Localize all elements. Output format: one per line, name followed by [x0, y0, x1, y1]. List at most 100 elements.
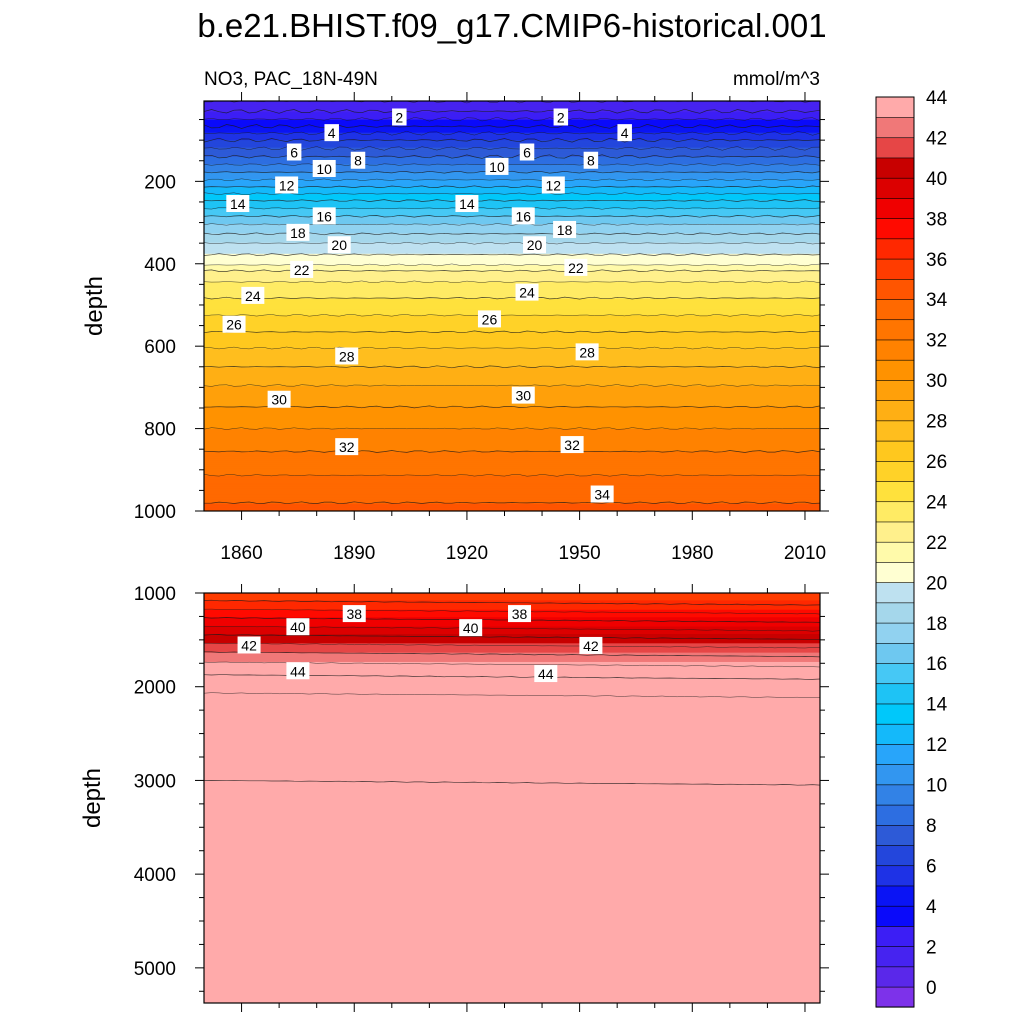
contour-fill-band — [204, 982, 820, 985]
contour-fill-band — [204, 824, 820, 827]
contour-fill-band — [204, 259, 820, 262]
contour-label-bg — [553, 220, 577, 238]
contour-fill-band — [204, 661, 820, 665]
contour-fill-band — [204, 963, 820, 967]
contour-fill-band — [204, 279, 820, 283]
contour-line — [204, 137, 820, 143]
contour-label: 24 — [241, 286, 265, 304]
contour-fill-band — [204, 333, 820, 337]
contour-fill-band — [204, 695, 820, 698]
colorbar-swatch — [875, 137, 915, 159]
contour-label: 6 — [286, 143, 302, 161]
colorbar-swatch — [875, 622, 915, 644]
contour-fill-band — [204, 453, 820, 456]
contour-fill-band — [204, 811, 820, 814]
contour-fill-band — [204, 430, 820, 434]
colorbar-swatch — [875, 379, 915, 401]
contour-fill-band — [204, 294, 820, 298]
contour-fill-band — [204, 162, 820, 165]
contour-fill-band — [204, 593, 820, 596]
contour-label-text: 34 — [594, 487, 610, 503]
contour-fill-band — [204, 151, 820, 154]
contour-label: 26 — [477, 310, 501, 328]
contour-fill-band — [204, 164, 820, 167]
contour-label-text: 38 — [512, 606, 528, 622]
colorbar-frame — [875, 96, 915, 1008]
contour-line — [204, 642, 820, 649]
y-tick-label: 600 — [144, 337, 176, 358]
contour-fill-band — [204, 464, 820, 467]
colorbar-swatch — [875, 298, 915, 321]
contour-line — [204, 501, 820, 505]
colorbar-tick-label: 4 — [926, 897, 937, 918]
contour-label: 28 — [335, 347, 359, 365]
colorbar-swatch — [875, 480, 915, 503]
contour-fill-band — [204, 358, 820, 361]
contour-fill-band — [204, 943, 820, 946]
contour-fill-band — [204, 730, 820, 734]
contour-fill-band — [204, 415, 820, 419]
contour-fill-band — [204, 999, 820, 1002]
contour-fill-band — [204, 402, 820, 406]
contour-fill-band — [204, 188, 820, 192]
lower-panel: 38 38 40 40 42 42 44 44 1000 2000 3000 4000 5000 de… — [79, 584, 829, 1012]
contour-fill-band — [204, 470, 820, 473]
contour-fill-band — [204, 652, 820, 656]
contour-label: 6 — [519, 143, 535, 161]
contour-fill-band — [204, 322, 820, 326]
contour-fill-band — [204, 967, 820, 971]
contour-fill-band — [204, 112, 820, 115]
contour-fill-band — [204, 602, 820, 605]
contour-fill-band — [204, 235, 820, 238]
contour-label: 32 — [560, 436, 584, 454]
contour-line — [204, 692, 820, 698]
contour-label-bg — [342, 605, 366, 623]
contour-label-text: 4 — [328, 125, 336, 141]
contour-fill-band — [204, 868, 820, 872]
contour-label: 38 — [342, 605, 366, 623]
contour-fill-band — [204, 490, 820, 493]
contour-label-text: 16 — [316, 208, 332, 224]
contour-line — [204, 124, 820, 129]
contour-label-bg — [286, 143, 302, 161]
contour-fill-band — [204, 783, 820, 786]
contour-fill-band — [204, 442, 820, 445]
contour-fill-band — [204, 477, 820, 480]
colorbar-swatch — [875, 238, 915, 260]
contour-label: 22 — [290, 260, 314, 278]
contour-fill-band — [204, 503, 820, 507]
contour-fill-band — [204, 326, 820, 329]
contour-fill-band — [204, 757, 820, 760]
contour-fill-band — [204, 962, 820, 965]
contour-fill-band — [204, 194, 820, 197]
contour-fill-band — [204, 932, 820, 935]
contour-fill-band — [204, 471, 820, 475]
contour-fill-band — [204, 997, 820, 1000]
contour-fill-band — [204, 432, 820, 436]
contour-fill-band — [204, 978, 820, 982]
contour-label: 10 — [485, 157, 509, 175]
contour-fill-band — [204, 747, 820, 751]
contour-fill-band — [204, 330, 820, 333]
contour-fill-band — [204, 913, 820, 917]
contour-label: 40 — [286, 618, 310, 636]
contour-label-text: 42 — [241, 637, 257, 653]
contour-fill-band — [204, 684, 820, 687]
contour-label-text: 18 — [557, 222, 573, 238]
contour-fill-band — [204, 140, 820, 143]
contour-fill-band — [204, 115, 820, 119]
contour-fill-band — [204, 634, 820, 637]
contour-label-bg — [590, 485, 614, 503]
contour-label-bg — [564, 258, 588, 276]
contour-fill-band — [204, 266, 820, 270]
lower-ylabel: depth — [79, 768, 106, 828]
contour-fill-band — [204, 880, 820, 883]
colorbar-swatch — [875, 501, 915, 523]
contour-fill-band — [204, 876, 820, 879]
contour-fill-band — [204, 283, 820, 287]
contour-fill-band — [204, 922, 820, 926]
y-tick-label: 5000 — [134, 959, 176, 980]
contour-fill-band — [204, 166, 820, 169]
